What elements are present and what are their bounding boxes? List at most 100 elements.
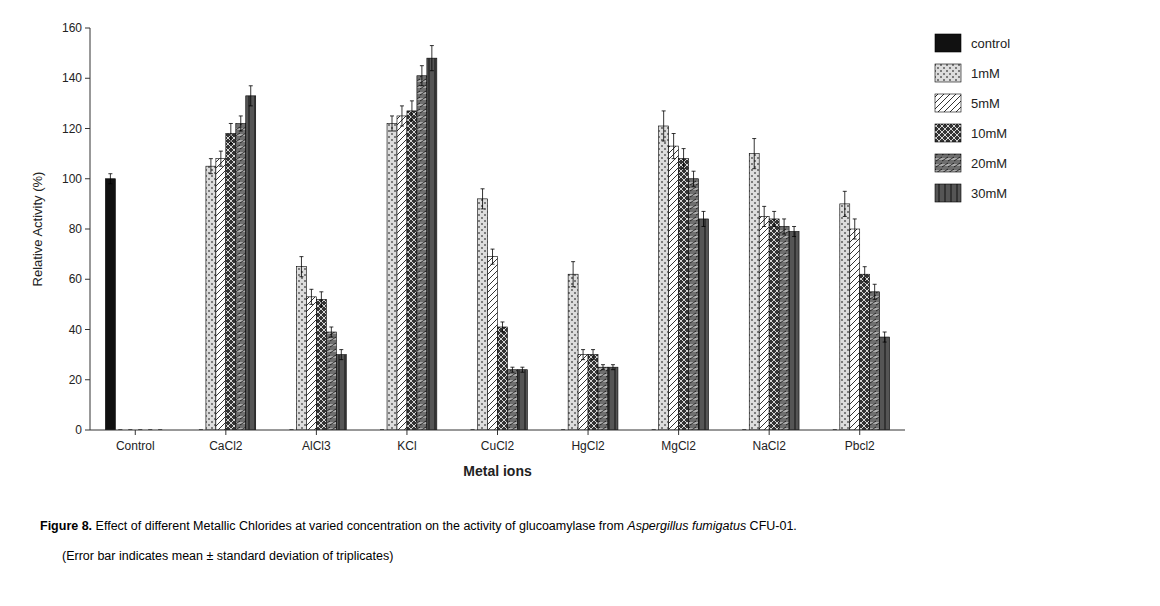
- error-bar: [239, 116, 243, 131]
- error-bar: [410, 101, 414, 121]
- bars: [105, 46, 889, 430]
- error-bar: [500, 322, 504, 332]
- bar: [789, 232, 799, 430]
- caption-text: (Error bar indicates mean ± standard dev…: [62, 549, 393, 563]
- bar: [246, 96, 256, 430]
- error-bar: [520, 367, 524, 372]
- bar: [387, 123, 397, 430]
- bar: [679, 159, 689, 430]
- x-tick-label: Pbcl2: [845, 439, 875, 453]
- legend-swatch: [935, 64, 961, 82]
- bar: [336, 355, 346, 430]
- bar: [568, 274, 578, 430]
- error-bar: [319, 292, 323, 307]
- legend-swatch: [935, 184, 961, 202]
- legend-swatch: [935, 124, 961, 142]
- error-bar: [481, 189, 485, 209]
- error-bar: [219, 151, 223, 166]
- y-tick-label: 160: [62, 21, 82, 35]
- bar: [236, 123, 246, 430]
- error-bar: [299, 257, 303, 277]
- x-tick: [225, 430, 226, 435]
- error-bar: [853, 219, 857, 239]
- bar: [326, 332, 336, 430]
- legend: control1mM5mM10mM20mM30mM: [935, 34, 1010, 202]
- error-bar: [510, 367, 514, 372]
- y-tick-label: 0: [75, 423, 82, 437]
- bar: [417, 76, 427, 430]
- bar: [588, 355, 598, 430]
- error-bar: [249, 86, 253, 106]
- error-bar: [863, 267, 867, 282]
- y-tick: [85, 379, 90, 380]
- legend-swatch: [935, 94, 961, 112]
- error-bar: [611, 365, 615, 370]
- bar: [669, 146, 679, 430]
- bar: [105, 179, 115, 430]
- bar: [478, 199, 488, 430]
- x-tick-label: HgCl2: [571, 439, 605, 453]
- y-tick: [85, 28, 90, 29]
- x-tick-label: AlCl3: [302, 439, 331, 453]
- error-bar: [782, 219, 786, 234]
- error-bar: [692, 171, 696, 186]
- axes: 020406080100120140160ControlCaCl2AlCl3KC…: [30, 21, 905, 479]
- bar: [598, 367, 608, 430]
- bar: [578, 355, 588, 430]
- error-bar: [108, 174, 112, 184]
- error-bar: [883, 332, 887, 342]
- caption-text: Effect of different Metallic Chlorides a…: [96, 519, 628, 533]
- legend-label: 20mM: [971, 156, 1007, 171]
- error-bar: [601, 365, 605, 370]
- y-tick-label: 40: [69, 323, 83, 337]
- x-tick-label: CaCl2: [209, 439, 243, 453]
- bar: [769, 219, 779, 430]
- legend-label: 1mM: [971, 66, 1000, 81]
- bar: [699, 219, 709, 430]
- y-axis-label: Relative Activity (%): [30, 172, 45, 287]
- bar: [840, 204, 850, 430]
- y-tick: [85, 229, 90, 230]
- y-tick: [85, 178, 90, 179]
- error-bar: [662, 111, 666, 141]
- y-tick: [85, 430, 90, 431]
- bar: [216, 159, 226, 430]
- y-tick-label: 140: [62, 71, 82, 85]
- x-tick: [588, 430, 589, 435]
- legend-label: 30mM: [971, 186, 1007, 201]
- caption-text: Aspergillus fumigatus: [626, 519, 746, 533]
- bar: [689, 179, 699, 430]
- error-bar: [339, 350, 343, 360]
- bar: [608, 367, 618, 430]
- chart: 020406080100120140160ControlCaCl2AlCl3KC…: [0, 0, 1160, 606]
- bar: [860, 274, 870, 430]
- bar: [488, 257, 498, 430]
- bar: [407, 111, 417, 430]
- bar: [870, 292, 880, 430]
- bar: [749, 154, 759, 430]
- x-tick-label: NaCl2: [752, 439, 786, 453]
- caption: Figure 8. Effect of different Metallic C…: [40, 519, 797, 563]
- legend-label: 10mM: [971, 126, 1007, 141]
- x-tick: [497, 430, 498, 435]
- error-bar: [229, 123, 233, 143]
- x-tick: [316, 430, 317, 435]
- bar: [779, 226, 789, 430]
- error-bar: [430, 46, 434, 71]
- bar: [850, 229, 860, 430]
- x-tick: [769, 430, 770, 435]
- error-bar: [682, 149, 686, 169]
- x-axis-label: Metal ions: [463, 463, 532, 479]
- caption-text: Figure 8.: [40, 519, 96, 533]
- y-tick-label: 60: [69, 272, 83, 286]
- bar: [880, 337, 890, 430]
- x-tick-label: MgCl2: [661, 439, 696, 453]
- error-bar: [209, 159, 213, 174]
- error-bar: [491, 249, 495, 264]
- legend-label: 5mM: [971, 96, 1000, 111]
- bar: [316, 299, 326, 430]
- x-tick-label: KCl: [397, 439, 416, 453]
- bar: [498, 327, 508, 430]
- bar: [397, 116, 407, 430]
- y-tick: [85, 279, 90, 280]
